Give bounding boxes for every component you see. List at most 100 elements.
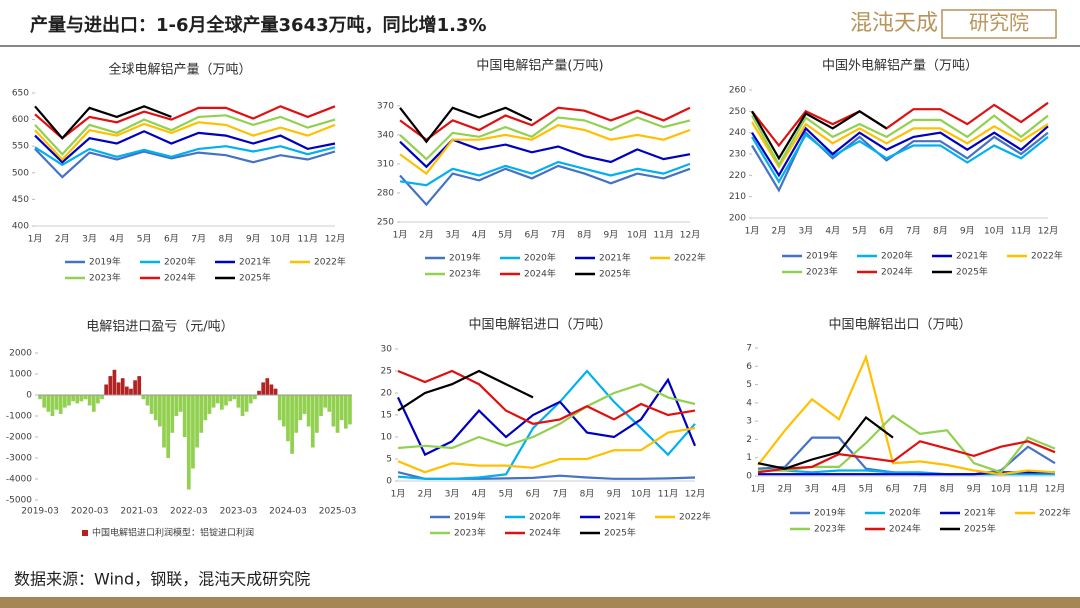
y-tick-label: 6: [746, 362, 752, 372]
x-tick-label: 3月: [798, 226, 813, 237]
series-line: [399, 106, 533, 144]
y-tick-label: -4000: [6, 475, 32, 485]
bar: [207, 395, 212, 414]
bar: [253, 395, 257, 400]
y-tick-label: 210: [729, 192, 746, 202]
x-tick-label: 8月: [219, 234, 234, 245]
series-line: [397, 369, 534, 412]
x-tick-label: 4月: [472, 230, 487, 241]
series-line: [397, 383, 696, 450]
bar: [240, 395, 245, 416]
x-tick-label: 3月: [805, 484, 820, 495]
x-tick-label: 1月: [745, 226, 760, 237]
y-tick-label: 220: [729, 171, 746, 181]
bar: [191, 395, 195, 469]
x-tick-label: 1月: [751, 484, 766, 495]
y-tick-label: 2000: [9, 349, 32, 359]
x-tick-label: 11月: [1011, 226, 1031, 237]
y-tick-label: 230: [729, 150, 746, 160]
x-tick-label: 4月: [825, 226, 840, 237]
x-tick-label: 1月: [28, 234, 43, 245]
x-tick-label: 2021-03: [120, 507, 158, 517]
bar: [79, 395, 84, 402]
x-tick-label: 8月: [940, 484, 955, 495]
bar: [323, 395, 328, 408]
x-tick-label: 12月: [1038, 226, 1058, 237]
series-line: [751, 121, 1049, 169]
legend-label: 2021年: [239, 256, 271, 268]
bar: [343, 395, 348, 429]
legend-label: 2020年: [524, 252, 556, 264]
y-tick-label: 10: [381, 433, 393, 443]
y-tick-label: 310: [377, 159, 394, 169]
bar: [232, 395, 237, 400]
x-tick-label: 3月: [445, 230, 460, 241]
bar: [120, 378, 125, 395]
bar: [42, 395, 47, 408]
legend-label: 2022年: [1031, 250, 1063, 262]
x-tick-label: 10月: [631, 489, 651, 500]
bar: [310, 395, 315, 448]
bar: [211, 395, 216, 408]
y-tick-label: 4: [746, 398, 752, 408]
bar: [141, 395, 146, 400]
legend-label: 2021年: [604, 511, 636, 523]
y-tick-label: 7: [746, 344, 752, 354]
chart-title: 中国电解铝出口（万吨）: [828, 318, 971, 333]
bar: [137, 376, 142, 395]
bar: [91, 395, 96, 412]
bar: [327, 395, 332, 412]
bar: [162, 395, 166, 448]
x-tick-label: 2月: [419, 230, 434, 241]
bar: [224, 395, 228, 406]
bar: [319, 395, 323, 416]
y-tick-label: 15: [381, 411, 392, 421]
y-tick-label: 240: [729, 128, 746, 138]
x-tick-label: 2025-03: [319, 507, 357, 517]
bar: [315, 395, 319, 433]
series-line: [751, 133, 1049, 184]
series-line: [751, 130, 1049, 193]
legend-label: 2021年: [964, 507, 996, 519]
x-tick-label: 9月: [967, 484, 982, 495]
x-tick-label: 7月: [913, 484, 928, 495]
y-tick-label: 1000: [9, 370, 32, 380]
bar: [244, 395, 249, 412]
bar: [273, 388, 278, 395]
y-tick-label: 5: [386, 455, 392, 465]
x-tick-label: 12月: [685, 489, 705, 500]
bar: [87, 395, 92, 406]
x-tick-label: 2023-03: [220, 507, 258, 517]
y-tick-label: -1000: [6, 412, 32, 422]
legend-label: 2025年: [599, 268, 631, 280]
x-tick-label: 4月: [832, 484, 847, 495]
y-tick-label: -3000: [6, 454, 32, 464]
y-tick-label: 2: [746, 435, 752, 445]
bar: [331, 395, 336, 427]
x-tick-label: 7月: [553, 489, 568, 500]
x-tick-label: 5月: [859, 484, 874, 495]
x-tick-label: 2022-03: [170, 507, 208, 517]
x-tick-label: 5月: [499, 489, 514, 500]
x-tick-label: 10月: [991, 484, 1011, 495]
legend-label: 2024年: [164, 272, 196, 284]
bar: [54, 395, 59, 410]
legend-label: 中国电解铝进口利润模型：铝锭进口利润: [92, 527, 254, 539]
bar: [38, 395, 42, 400]
series-line: [34, 114, 336, 156]
bar: [203, 395, 208, 421]
bar: [219, 395, 224, 410]
x-tick-label: 2月: [418, 489, 433, 500]
bar: [195, 395, 199, 448]
x-tick-label: 3月: [445, 489, 460, 500]
legend-label: 2023年: [814, 523, 846, 535]
chart-title: 全球电解铝产量（万吨）: [108, 62, 251, 78]
bar: [75, 395, 80, 404]
bar: [186, 395, 191, 490]
series-line: [34, 148, 336, 179]
logo-text: 混沌天成: [850, 11, 938, 36]
x-tick-label: 4月: [109, 234, 124, 245]
bar: [302, 395, 307, 414]
x-tick-label: 10月: [627, 230, 647, 241]
x-tick-label: 2月: [772, 226, 787, 237]
